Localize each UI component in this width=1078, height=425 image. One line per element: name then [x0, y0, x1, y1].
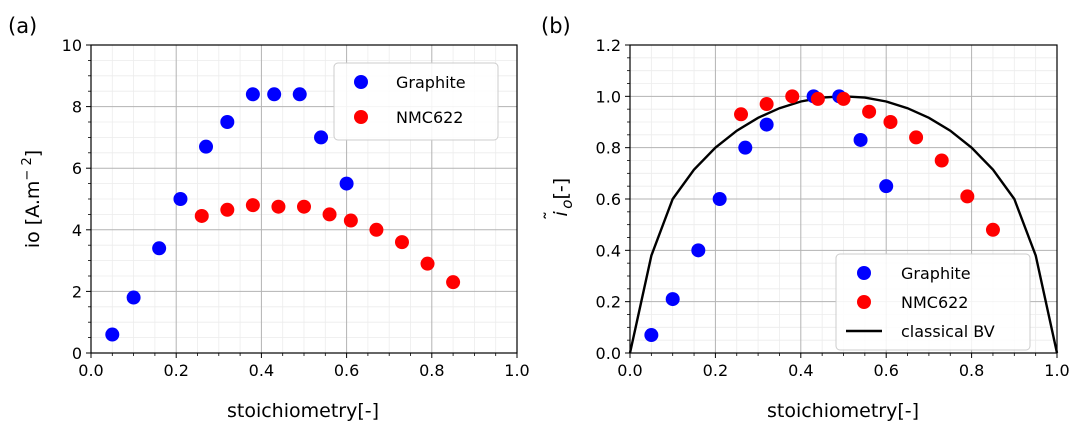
nmc622-point	[369, 222, 384, 237]
panel-b-ylabel: i˜o[-]	[541, 178, 576, 220]
graphite-point	[173, 192, 188, 206]
nmc622-point	[810, 91, 825, 106]
graphite-point	[152, 241, 167, 256]
y-tick-label: 6	[72, 159, 82, 178]
graphite-point	[199, 139, 214, 154]
y-tick-label: 0.0	[596, 344, 621, 363]
graphite-point	[314, 130, 329, 145]
x-tick-label: 0.2	[163, 361, 188, 380]
nmc622-point	[862, 104, 877, 119]
panel-a-legend-marker-nmc622	[354, 110, 368, 124]
panel-label-a: (a)	[8, 14, 37, 38]
graphite-point	[644, 328, 659, 343]
graphite-point	[220, 115, 235, 129]
panel-a-ylabel: io [A.m− 2]	[20, 150, 44, 248]
panel-b-legend-label-graphite: Graphite	[901, 264, 971, 283]
nmc622-point	[836, 91, 851, 106]
x-tick-label: 0.8	[419, 361, 444, 380]
graphite-point	[105, 327, 120, 342]
panel-a-legend-marker-graphite	[354, 75, 368, 89]
nmc622-point	[734, 107, 749, 122]
nmc622-point	[420, 256, 435, 271]
graphite-point	[665, 292, 680, 307]
graphite-point	[712, 192, 727, 206]
nmc622-point	[245, 198, 260, 213]
nmc622-point	[394, 235, 409, 250]
x-tick-label: 0.0	[617, 361, 642, 380]
panel-b-legend-marker-nmc622	[857, 295, 871, 309]
graphite-point	[126, 290, 141, 305]
nmc622-point	[297, 199, 311, 214]
y-tick-label: 0.6	[596, 190, 621, 209]
graphite-point	[691, 243, 706, 258]
graphite-point	[292, 87, 307, 102]
panel-b-ticks: 0.0 0.2 0.4 0.6 0.8 1.0 0.0 0.2 0.4 0.6 0.8 1.0 1.2	[596, 36, 1070, 380]
panel-b-legend-label-classical-bv: classical BV	[901, 322, 995, 341]
panel-b-legend-marker-graphite	[857, 266, 871, 280]
panel-a-xlabel: stoichiometry[-]	[227, 400, 379, 422]
graphite-point	[267, 87, 282, 102]
nmc622-point	[883, 115, 898, 129]
nmc622-point	[909, 130, 924, 145]
x-tick-label: 0.0	[78, 361, 103, 380]
graphite-point	[853, 132, 868, 147]
graphite-point	[245, 87, 260, 102]
y-tick-label: 4	[72, 221, 82, 240]
panel-b-legend-label-nmc622: NMC622	[901, 293, 968, 312]
panel-b-legend-box	[835, 253, 1031, 351]
nmc622-point	[343, 213, 358, 228]
panel-b-xlabel: stoichiometry[-]	[767, 400, 919, 422]
nmc622-point	[759, 97, 774, 112]
x-tick-label: 1.0	[504, 361, 529, 380]
y-tick-label: 2	[72, 282, 82, 301]
graphite-point	[879, 179, 894, 194]
y-tick-label: 0.8	[596, 139, 621, 158]
x-tick-label: 1.0	[1044, 361, 1069, 380]
panel-a: (a) 0.0 0.2 0.4 0.6 0.8 1.0 0 2 4 6 8 10 stoichiome…	[8, 14, 530, 422]
graphite-point	[339, 176, 354, 191]
y-tick-label: 0.2	[596, 293, 621, 312]
nmc622-point	[194, 208, 209, 223]
panel-b: (b) 0.0 0.2 0.4 0.6 0.8 1.0 0.0 0.2 0.4 0.6 0.8 1.0…	[541, 14, 1070, 422]
nmc622-point	[960, 189, 975, 204]
panel-a-legend-label-graphite: Graphite	[396, 73, 466, 92]
y-tick-label: 0	[72, 344, 82, 363]
graphite-point	[759, 117, 774, 132]
panel-a-legend: Graphite NMC622	[333, 62, 499, 141]
panel-label-b: (b)	[541, 14, 571, 38]
nmc622-point	[985, 222, 1000, 237]
nmc622-point	[220, 202, 235, 217]
x-tick-label: 0.6	[334, 361, 359, 380]
panel-b-points	[644, 89, 1000, 343]
panel-a-legend-label-nmc622: NMC622	[396, 108, 463, 127]
nmc622-point	[322, 207, 337, 222]
y-tick-label: 10	[62, 36, 82, 55]
nmc622-point	[934, 153, 949, 168]
x-tick-label: 0.6	[873, 361, 898, 380]
nmc622-point	[271, 199, 286, 214]
y-tick-label: 8	[72, 98, 82, 117]
panel-a-ticks: 0.0 0.2 0.4 0.6 0.8 1.0 0 2 4 6 8 10	[62, 36, 530, 380]
panel-b-legend: Graphite NMC622 classical BV	[835, 253, 1031, 351]
x-tick-label: 0.8	[959, 361, 984, 380]
panel-a-legend-box	[333, 62, 499, 141]
y-tick-label: 1.2	[596, 36, 621, 55]
graphite-point	[738, 140, 753, 155]
y-tick-label: 1.0	[596, 87, 621, 106]
x-tick-label: 0.4	[249, 361, 274, 380]
x-tick-label: 0.2	[703, 361, 728, 380]
panel-a-points	[105, 87, 461, 342]
nmc622-point	[446, 275, 461, 290]
x-tick-label: 0.4	[788, 361, 813, 380]
y-tick-label: 0.4	[596, 241, 621, 260]
nmc622-point	[785, 89, 800, 104]
